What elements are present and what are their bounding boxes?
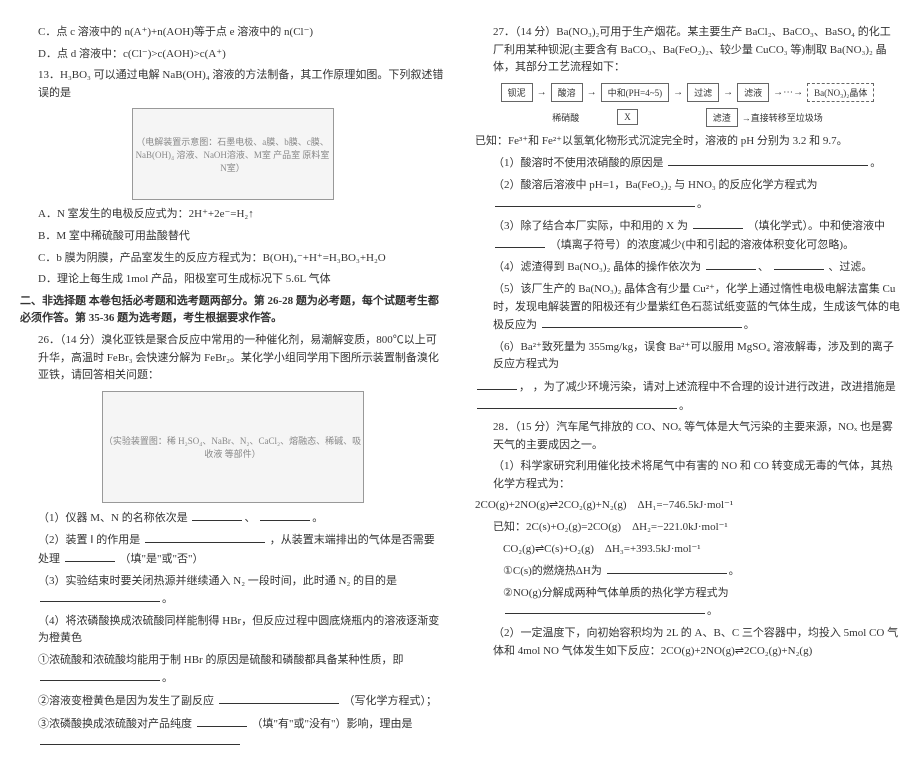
q27-sub4: （4）滤渣得到 Ba(NO₃)₂ 晶体的操作依次为 、 、过滤。 [475, 258, 900, 277]
arrow-icon: → [673, 87, 683, 98]
arrow-icon: → [723, 87, 733, 98]
blank-28-1b [505, 602, 705, 614]
flow-note-hno3: 稀硝酸 [552, 111, 579, 124]
blank-26-2a [145, 531, 265, 543]
q28-intro: 28．（15 分）汽车尾气排放的 CO、NOₓ 等气体是大气污染的主要来源，NO… [475, 419, 900, 454]
fig13-wrap: （电解装置示意图：石墨电极、a膜、b膜、c膜、NaB(OH)₄ 溶液、NaOH溶… [20, 108, 445, 200]
q27-sub3: （3）除了结合本厂实际，中和用的 X 为 （填化学式）。中和使溶液中 （填离子符… [475, 217, 900, 254]
q26-sub2c: （填"是"或"否"） [120, 553, 204, 565]
fig26-image: （实验装置图：稀 H₂SO₄、NaBr、N₂、CaCl₂、熔融态、稀碱、吸收液 … [102, 391, 364, 503]
fnode-lvye: 滤液 [737, 83, 769, 102]
fnode-zhonghe: 中和(PH=4~5) [601, 83, 669, 102]
q26-sub4b-text: ②溶液变橙黄色是因为发生了副反应 [38, 695, 214, 707]
fnode-suanrong: 酸溶 [551, 83, 583, 102]
q13-opt-a: A．N 室发生的电极反应式为：2H⁺+2e⁻=H₂↑ [20, 206, 445, 224]
q13-opt-c: C．b 膜为阴膜，产品室发生的反应方程式为：B(OH)₄⁻+H⁺=H₃BO₃+H… [20, 250, 445, 268]
blank-27-3a [693, 217, 743, 229]
blank-26-1a [192, 509, 242, 521]
q27-sub6a: （6）Ba²⁺致死量为 355mg/kg，误食 Ba²⁺可以服用 MgSO₄ 溶… [493, 341, 894, 371]
q27-sub4a: （4）滤渣得到 Ba(NO₃)₂ 晶体的操作依次为 [493, 261, 701, 273]
blank-27-2 [495, 195, 695, 207]
q26-sub4c-text: ③浓磷酸换成浓硫酸对产品纯度 [38, 718, 192, 730]
q12-opt-d: D．点 d 溶液中：c(Cl⁻)>c(AOH)>c(A⁺) [20, 46, 445, 64]
arrow-icon: → [587, 87, 597, 98]
left-column: C．点 c 溶液中的 n(A⁺)+n(AOH)等于点 e 溶液中的 n(Cl⁻)… [20, 20, 445, 756]
q27-sub2-text: （2）酸溶后溶液中 pH=1，Ba(FeO₂)₂ 与 HNO₃ 的反应化学方程式… [493, 179, 817, 191]
blank-27-4a [706, 258, 756, 270]
q26-sub4c: ③浓磷酸换成浓硫酸对产品纯度 （填"有"或"没有"）影响，理由是 [20, 715, 445, 752]
q27-sub3b: （填化学式）。中和使溶液中 [747, 220, 885, 232]
blank-26-2b [65, 550, 115, 562]
q26-sub1-text: （1）仪器 M、N 的名称依次是 [38, 512, 188, 524]
q27-sub1-text: （1）酸溶时不使用浓硝酸的原因是 [493, 157, 664, 169]
fnode-guolv: 过滤 [687, 83, 719, 102]
q26-sub4b-tail: （写化学方程式）； [344, 695, 438, 707]
q27-intro: 27．（14 分）Ba(NO₃)₂可用于生产烟花。某主要生产 BaCl₂、BaC… [475, 24, 900, 77]
blank-27-3b [495, 236, 545, 248]
q13-opt-d: D．理论上每生成 1mol 产品，阳极室可生成标况下 5.6L 气体 [20, 271, 445, 289]
blank-26-4b [219, 692, 339, 704]
q26-sub2a: （2）装置 Ⅰ 的作用是 [38, 534, 140, 546]
q28-sub1b-text: ②NO(g)分解成两种气体单质的热化学方程式为 [503, 587, 729, 599]
q27-sub6-blank: ， ，为了减少环境污染，请对上述流程中不合理的设计进行改进，改进措施是 。 [475, 378, 900, 415]
fnode-bani: 钡泥 [501, 83, 533, 102]
blank-27-5 [542, 316, 742, 328]
q28-sub1: （1）科学家研究利用催化技术将尾气中有害的 NO 和 CO 转变成无毒的气体，其… [475, 458, 900, 493]
fnode-product: Ba(NO₃)₂晶体 [807, 83, 874, 102]
q26-sub4c-tail: （填"有"或"没有"）影响，理由是 [252, 718, 413, 730]
q28-sub2: （2）一定温度下，向初始容积均为 2L 的 A、B、C 三个容器中，均投入 5m… [475, 625, 900, 660]
arrow-icon: → [537, 87, 547, 98]
right-column: 27．（14 分）Ba(NO₃)₂可用于生产烟花。某主要生产 BaCl₂、BaC… [475, 20, 900, 756]
q27-sub2: （2）酸溶后溶液中 pH=1，Ba(FeO₂)₂ 与 HNO₃ 的反应化学方程式… [475, 177, 900, 213]
q28-known2: 已知：2C(s)+O₂(g)=2CO(g) ΔH₂=−221.0kJ·mol⁻¹ [475, 519, 900, 537]
q26-sub3: （3）实验结束时要关闭热源并继续通入 N₂ 一段时间，此时通 N₂ 的目的是 。 [20, 573, 445, 609]
blank-27-6a [477, 378, 517, 390]
q28-eq2: CO₂(g)⇌C(s)+O₂(g) ΔH₃=+393.5kJ·mol⁻¹ [475, 541, 900, 559]
q12-opt-c: C．点 c 溶液中的 n(A⁺)+n(AOH)等于点 e 溶液中的 n(Cl⁻) [20, 24, 445, 42]
q27-sub5: （5）该厂生产的 Ba(NO₃)₂ 晶体含有少量 Cu²⁺，化学上通过惰性电极电… [475, 281, 900, 335]
q28-sub1a: ①C(s)的燃烧热ΔH为 。 [475, 562, 900, 581]
flow-note-dump: →直接转移至垃圾场 [742, 111, 823, 124]
blank-27-6b [477, 397, 677, 409]
q27-sub6b: ，为了减少环境污染，请对上述流程中不合理的设计进行改进，改进措施是 [533, 381, 896, 393]
q28-sub1a-text: ①C(s)的燃烧热ΔH为 [503, 565, 602, 577]
q27-sub3a: （3）除了结合本厂实际，中和用的 X 为 [493, 220, 688, 232]
q28-eq1: 2CO(g)+2NO(g)⇌2CO₂(g)+N₂(g) ΔH₁=−746.5kJ… [475, 497, 900, 515]
q13-stem: 13．H₃BO₃ 可以通过电解 NaB(OH)₄ 溶液的方法制备，其工作原理如图… [20, 67, 445, 102]
q26-sub4b: ②溶液变橙黄色是因为发生了副反应 （写化学方程式）； [20, 692, 445, 711]
fig13-image: （电解装置示意图：石墨电极、a膜、b膜、c膜、NaB(OH)₄ 溶液、NaOH溶… [132, 108, 334, 200]
q26-intro: 26．（14 分）溴化亚铁是聚合反应中常用的一种催化剂，易潮解变质，800℃以上… [20, 332, 445, 385]
section2-heading: 二、非选择题 本卷包括必考题和选考题两部分。第 26-28 题为必考题，每个试题… [20, 293, 445, 328]
q26-sub4: （4）将浓磷酸换成浓硫酸同样能制得 HBr，但反应过程中圆底烧瓶内的溶液逐渐变为… [20, 613, 445, 648]
q27-sub3c: （填离子符号）的浓度减少(中和引起的溶液体积变化可忽略)。 [550, 239, 854, 251]
fnode-lvzha: 滤渣 [706, 108, 738, 127]
blank-26-4c2 [40, 733, 240, 745]
blank-26-3 [40, 590, 160, 602]
arrow-icon: →⋯→ [773, 87, 803, 98]
blank-26-4c1 [197, 715, 247, 727]
q27-known: 已知：Fe³⁺和 Fe²⁺以氢氧化物形式沉淀完全时，溶液的 pH 分别为 3.2… [475, 133, 900, 151]
blank-26-4a [40, 669, 160, 681]
q26-sub4a-text: ①浓硫酸和浓硫酸均能用于制 HBr 的原因是硫酸和磷酸都具备某种性质，即 [38, 654, 403, 666]
q13-opt-b: B．M 室中稀硫酸可用盐酸替代 [20, 228, 445, 246]
q26-sub1: （1）仪器 M、N 的名称依次是 、 。 [20, 509, 445, 528]
q27-sub6: （6）Ba²⁺致死量为 355mg/kg，误食 Ba²⁺可以服用 MgSO₄ 溶… [475, 339, 900, 374]
blank-28-1a [607, 562, 727, 574]
q27-flowchart: 钡泥 → 酸溶 → 中和(PH=4~5) → 过滤 → 滤液 →⋯→ Ba(NO… [475, 83, 900, 102]
blank-26-1b [260, 509, 310, 521]
q27-sub1: （1）酸溶时不使用浓硝酸的原因是 。 [475, 154, 900, 173]
q27-flowchart-row2: 稀硝酸 X 滤渣 →直接转移至垃圾场 [475, 108, 900, 127]
q26-sub4a: ①浓硫酸和浓硫酸均能用于制 HBr 的原因是硫酸和磷酸都具备某种性质，即 。 [20, 652, 445, 688]
fig26-wrap: （实验装置图：稀 H₂SO₄、NaBr、N₂、CaCl₂、熔融态、稀碱、吸收液 … [20, 391, 445, 503]
blank-27-1 [668, 154, 868, 166]
q28-sub1b: ②NO(g)分解成两种气体单质的热化学方程式为 。 [475, 585, 900, 621]
fnode-x: X [617, 109, 638, 125]
q26-sub2: （2）装置 Ⅰ 的作用是 ，从装置末端排出的气体是否需要处理 （填"是"或"否"… [20, 531, 445, 568]
q26-sub3a: （3）实验结束时要关闭热源并继续通入 N₂ 一段时间，此时通 N₂ 的目的是 [38, 575, 397, 587]
blank-27-4b [774, 258, 824, 270]
q27-sub4b: 、过滤。 [828, 261, 872, 273]
page-columns: C．点 c 溶液中的 n(A⁺)+n(AOH)等于点 e 溶液中的 n(Cl⁻)… [20, 20, 900, 756]
